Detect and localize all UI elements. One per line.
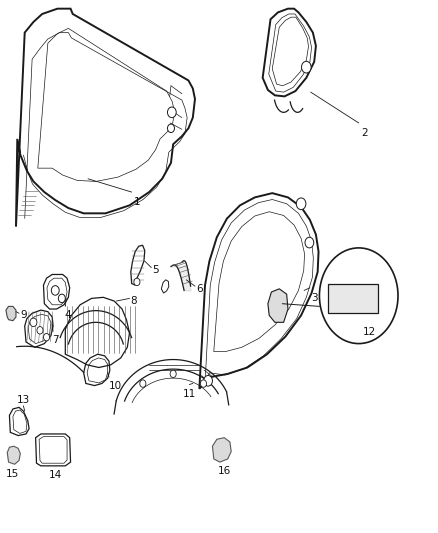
Text: 6: 6 xyxy=(196,284,202,294)
Polygon shape xyxy=(212,438,231,462)
Text: 9: 9 xyxy=(20,310,27,320)
Circle shape xyxy=(170,370,176,377)
Polygon shape xyxy=(268,289,288,322)
Circle shape xyxy=(167,124,174,133)
Circle shape xyxy=(58,294,65,303)
Text: 5: 5 xyxy=(152,265,159,274)
Text: 13: 13 xyxy=(17,395,31,405)
Polygon shape xyxy=(7,446,20,464)
Circle shape xyxy=(51,286,59,295)
Text: 4: 4 xyxy=(64,310,71,320)
Circle shape xyxy=(204,375,212,386)
Circle shape xyxy=(296,198,306,209)
Circle shape xyxy=(305,237,314,248)
Circle shape xyxy=(134,278,140,286)
Text: 10: 10 xyxy=(109,381,122,391)
Circle shape xyxy=(37,327,43,334)
Circle shape xyxy=(319,248,398,344)
Circle shape xyxy=(201,380,207,387)
Text: 15: 15 xyxy=(6,469,19,479)
Text: 2: 2 xyxy=(361,128,367,138)
Text: 8: 8 xyxy=(131,295,137,305)
Circle shape xyxy=(301,61,311,73)
Circle shape xyxy=(30,318,37,327)
Text: 14: 14 xyxy=(49,470,62,480)
Circle shape xyxy=(140,380,146,387)
Text: 12: 12 xyxy=(363,327,376,336)
Bar xyxy=(328,284,378,313)
Circle shape xyxy=(43,334,49,341)
Text: 3: 3 xyxy=(311,293,317,303)
Polygon shape xyxy=(6,306,16,321)
Text: 7: 7 xyxy=(52,335,59,344)
Text: 1: 1 xyxy=(134,197,141,207)
Text: 11: 11 xyxy=(183,389,196,399)
Circle shape xyxy=(167,107,176,118)
Text: 16: 16 xyxy=(218,466,231,476)
